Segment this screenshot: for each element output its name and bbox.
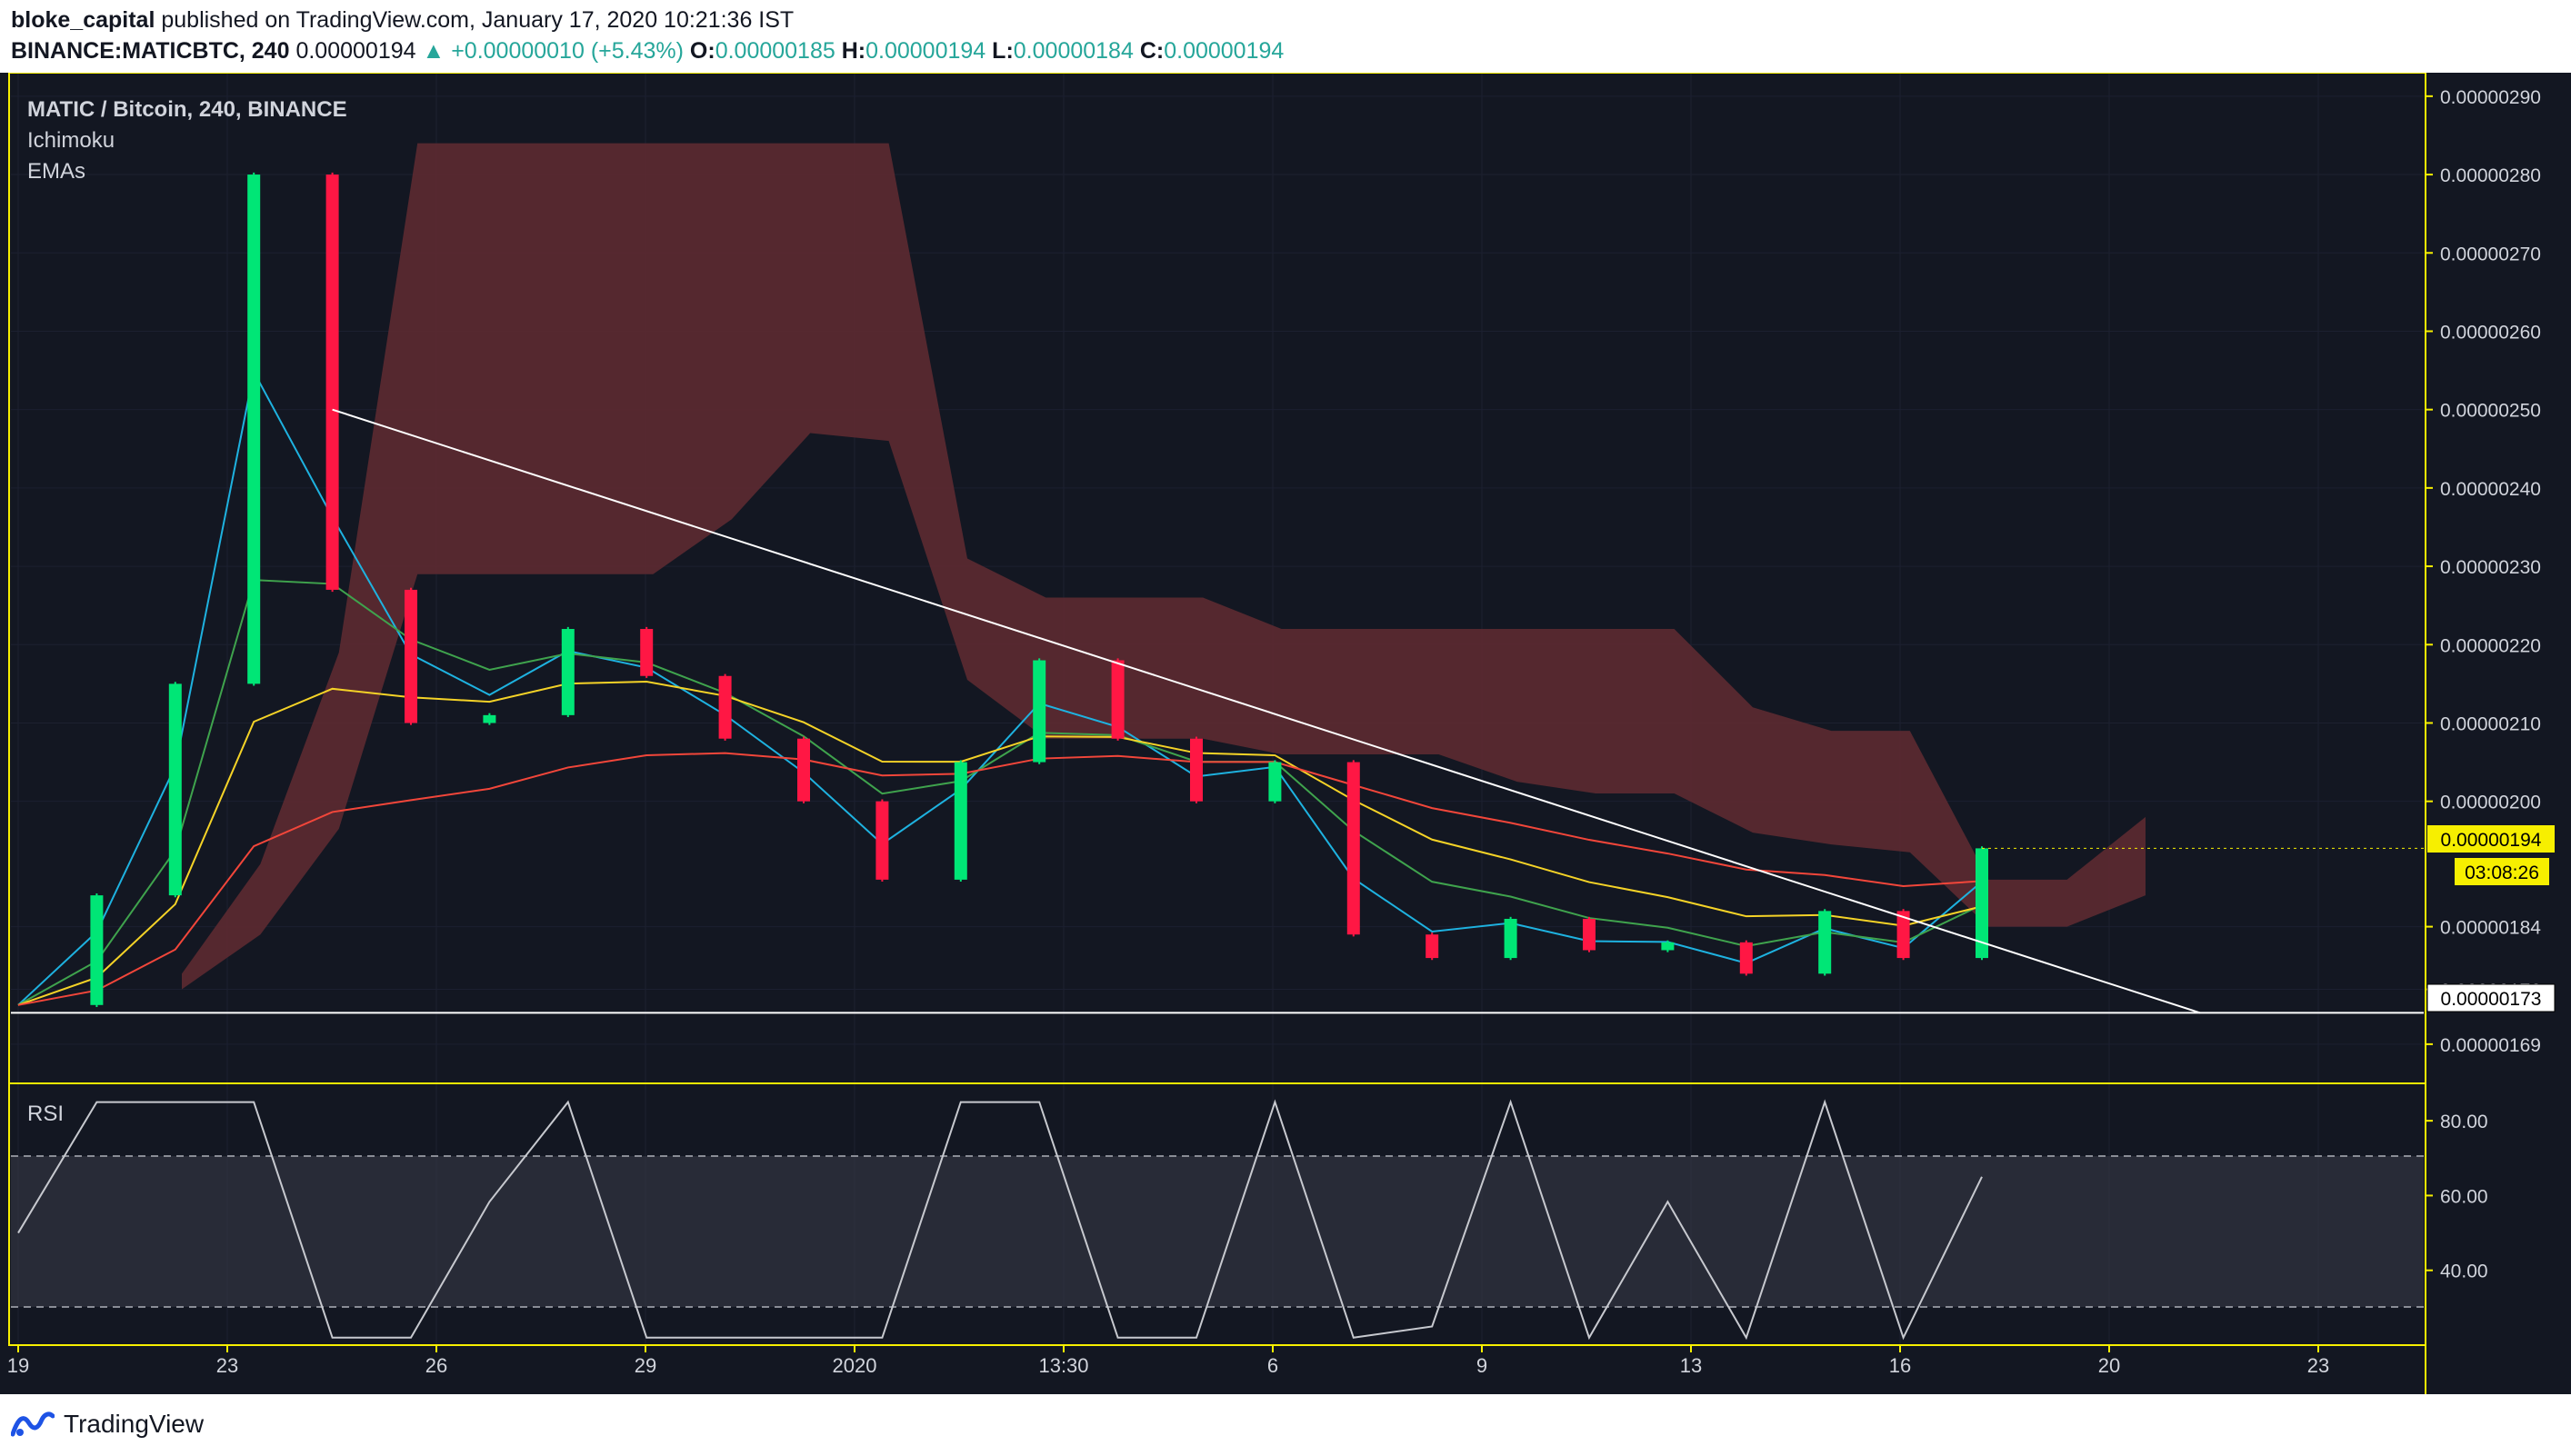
time-tick-label: 2020 — [833, 1354, 877, 1377]
legend-rsi[interactable]: RSI — [27, 1102, 64, 1126]
bear-candle — [405, 589, 417, 723]
time-tick-label: 26 — [425, 1354, 447, 1377]
support-price-label: 0.00000173 — [2441, 989, 2542, 1010]
bull-candle — [1033, 660, 1046, 763]
price-tick-label: 0.00000220 — [2440, 635, 2541, 656]
cloud-shape — [182, 143, 2146, 990]
bull-candle — [168, 683, 182, 896]
legend-title: MATIC / Bitcoin, 240, BINANCE — [27, 97, 347, 122]
bull-candle — [561, 629, 575, 715]
time-tick-label: 13:30 — [1038, 1354, 1088, 1377]
ema-slow-line — [17, 681, 1983, 1006]
ichimoku-cloud — [182, 143, 2146, 990]
support-price-tag — [2426, 983, 2556, 1012]
legend-ichimoku[interactable]: Ichimoku — [27, 128, 115, 153]
time-tick-label: 29 — [635, 1354, 656, 1377]
close-value: 0.00000194 — [1164, 38, 1285, 64]
chart-canvas[interactable]: MATIC / Bitcoin, 240, BINANCE Ichimoku E… — [0, 73, 2571, 1394]
bear-candle — [640, 629, 654, 676]
tradingview-icon — [11, 1411, 55, 1437]
time-tick-label: 9 — [1476, 1354, 1487, 1377]
price-tick-label: 0.00000210 — [2440, 713, 2541, 734]
high-label: H: — [841, 38, 866, 64]
symbol-label: BINANCE:MATICBTC, 240 — [11, 38, 290, 64]
rsi-band-fill — [11, 1156, 2424, 1307]
bear-candle — [797, 738, 810, 802]
low-value: 0.00000184 — [1013, 38, 1134, 64]
rsi-tick-label: 80.00 — [2440, 1112, 2488, 1132]
countdown-tag — [2455, 858, 2549, 885]
price-tick-label: 0.00000240 — [2440, 479, 2541, 500]
bear-candle — [1190, 738, 1203, 802]
chart-overlays — [11, 408, 2424, 1014]
descending-trendline — [332, 408, 2201, 1014]
time-tick-label: 20 — [2098, 1354, 2120, 1377]
ema-lines — [17, 369, 1983, 1006]
current-price-tag — [2427, 825, 2555, 853]
bear-candle — [875, 801, 889, 880]
countdown-label: 03:08:26 — [2465, 863, 2539, 883]
bear-candle — [718, 675, 732, 739]
price-scale[interactable]: 0.00000290 0.00000280 0.00000270 0.00000260… — [2426, 87, 2541, 1056]
quote-line: BINANCE:MATICBTC, 240 0.00000194 ▲ +0.00… — [11, 38, 1284, 65]
price-tick-label: 0.00000270 — [2440, 244, 2541, 264]
time-tick-label: 23 — [2307, 1354, 2329, 1377]
open-label: O: — [689, 38, 715, 64]
time-tick-label: 6 — [1267, 1354, 1278, 1377]
time-axis[interactable]: 19 23 26 29 2020 13:30 6 9 13 16 20 23 — [7, 1345, 2329, 1377]
price-tick-label: 0.00000290 — [2440, 87, 2541, 108]
rsi-tick-label: 40.00 — [2440, 1262, 2488, 1282]
close-label: C: — [1139, 38, 1165, 64]
price-tick-label: 0.00000260 — [2440, 322, 2541, 343]
time-tick-label: 19 — [7, 1354, 29, 1377]
price-tick-label: 0.00000184 — [2440, 918, 2541, 939]
tradingview-logo[interactable]: TradingView — [11, 1409, 204, 1440]
bull-candle — [1504, 918, 1517, 959]
bull-candle — [1661, 942, 1675, 951]
ema-fast-line — [17, 369, 1983, 1006]
high-value: 0.00000194 — [865, 38, 986, 64]
bear-candle — [325, 175, 339, 590]
price-tick-label: 0.00000169 — [2440, 1035, 2541, 1056]
low-label: L: — [992, 38, 1014, 64]
bear-candle — [1346, 762, 1360, 935]
bull-candle — [1976, 848, 1988, 959]
bull-candle — [954, 762, 967, 880]
rsi-tick-label: 60.00 — [2440, 1186, 2488, 1207]
price-tick-label: 0.00000280 — [2440, 165, 2541, 186]
price-tick-label: 0.00000230 — [2440, 557, 2541, 578]
footer: TradingView — [0, 1394, 2571, 1456]
bull-candle — [90, 895, 104, 1005]
bull-candle — [1268, 762, 1282, 802]
time-tick-label: 13 — [1680, 1354, 1702, 1377]
rsi-series — [17, 1099, 1983, 1341]
bear-candle — [1426, 934, 1439, 959]
current-price-tag-label: 0.00000194 — [2441, 830, 2542, 851]
bear-candle — [1583, 918, 1596, 951]
publish-line: bloke_capital published on TradingView.c… — [11, 7, 794, 34]
tradingview-brand: TradingView — [64, 1410, 205, 1438]
bear-candle — [1111, 660, 1125, 739]
ema-long-line — [17, 752, 1983, 1006]
rsi-line — [17, 1099, 1983, 1341]
author-name[interactable]: bloke_capital — [11, 7, 155, 33]
last-price: 0.00000194 — [295, 38, 416, 64]
bear-candle — [1896, 911, 1910, 959]
rsi-scale[interactable]: 80.00 60.00 40.00 — [2426, 1112, 2488, 1282]
publish-header: bloke_capital published on TradingView.c… — [0, 0, 2571, 73]
open-value: 0.00000185 — [715, 38, 835, 64]
bull-candle — [247, 175, 261, 684]
price-tick-label: 0.00000200 — [2440, 793, 2541, 813]
bear-candle — [1739, 942, 1753, 974]
price-change: ▲ +0.00000010 (+5.43%) — [422, 38, 684, 64]
bull-candle — [483, 714, 496, 723]
legend-emas[interactable]: EMAs — [27, 159, 85, 184]
bull-candle — [1818, 911, 1832, 974]
candlesticks — [90, 172, 1988, 1007]
ema-mid-line — [17, 579, 1983, 1006]
price-tick-label: 0.00000250 — [2440, 401, 2541, 422]
time-tick-label: 16 — [1889, 1354, 1911, 1377]
published-text: published on TradingView.com, January 17… — [161, 7, 795, 33]
time-tick-label: 23 — [216, 1354, 238, 1377]
